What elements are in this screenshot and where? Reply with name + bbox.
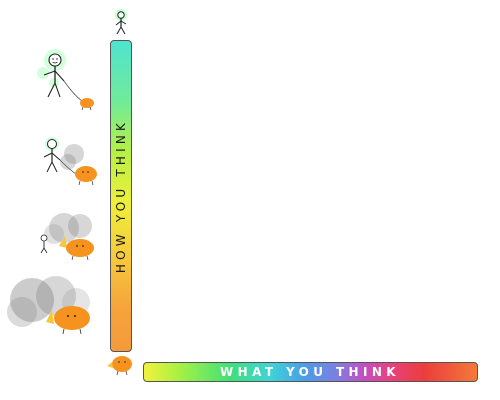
small-figure-and-creature-in-smoke — [40, 213, 94, 261]
large-creature-in-heavy-smoke — [7, 276, 90, 335]
corner-small-creature — [107, 356, 132, 376]
what-you-think-label: WHAT YOU THINK — [219, 365, 401, 379]
how-you-think-label: HOW YOU THINK — [114, 118, 128, 274]
what-you-think-bar — [143, 362, 478, 382]
stick-figure-with-small-creature — [37, 49, 94, 111]
stick-figure-with-smoking-creature — [43, 137, 97, 186]
glowing-stick-figure-top — [115, 9, 127, 35]
how-you-think-bar — [110, 40, 132, 352]
